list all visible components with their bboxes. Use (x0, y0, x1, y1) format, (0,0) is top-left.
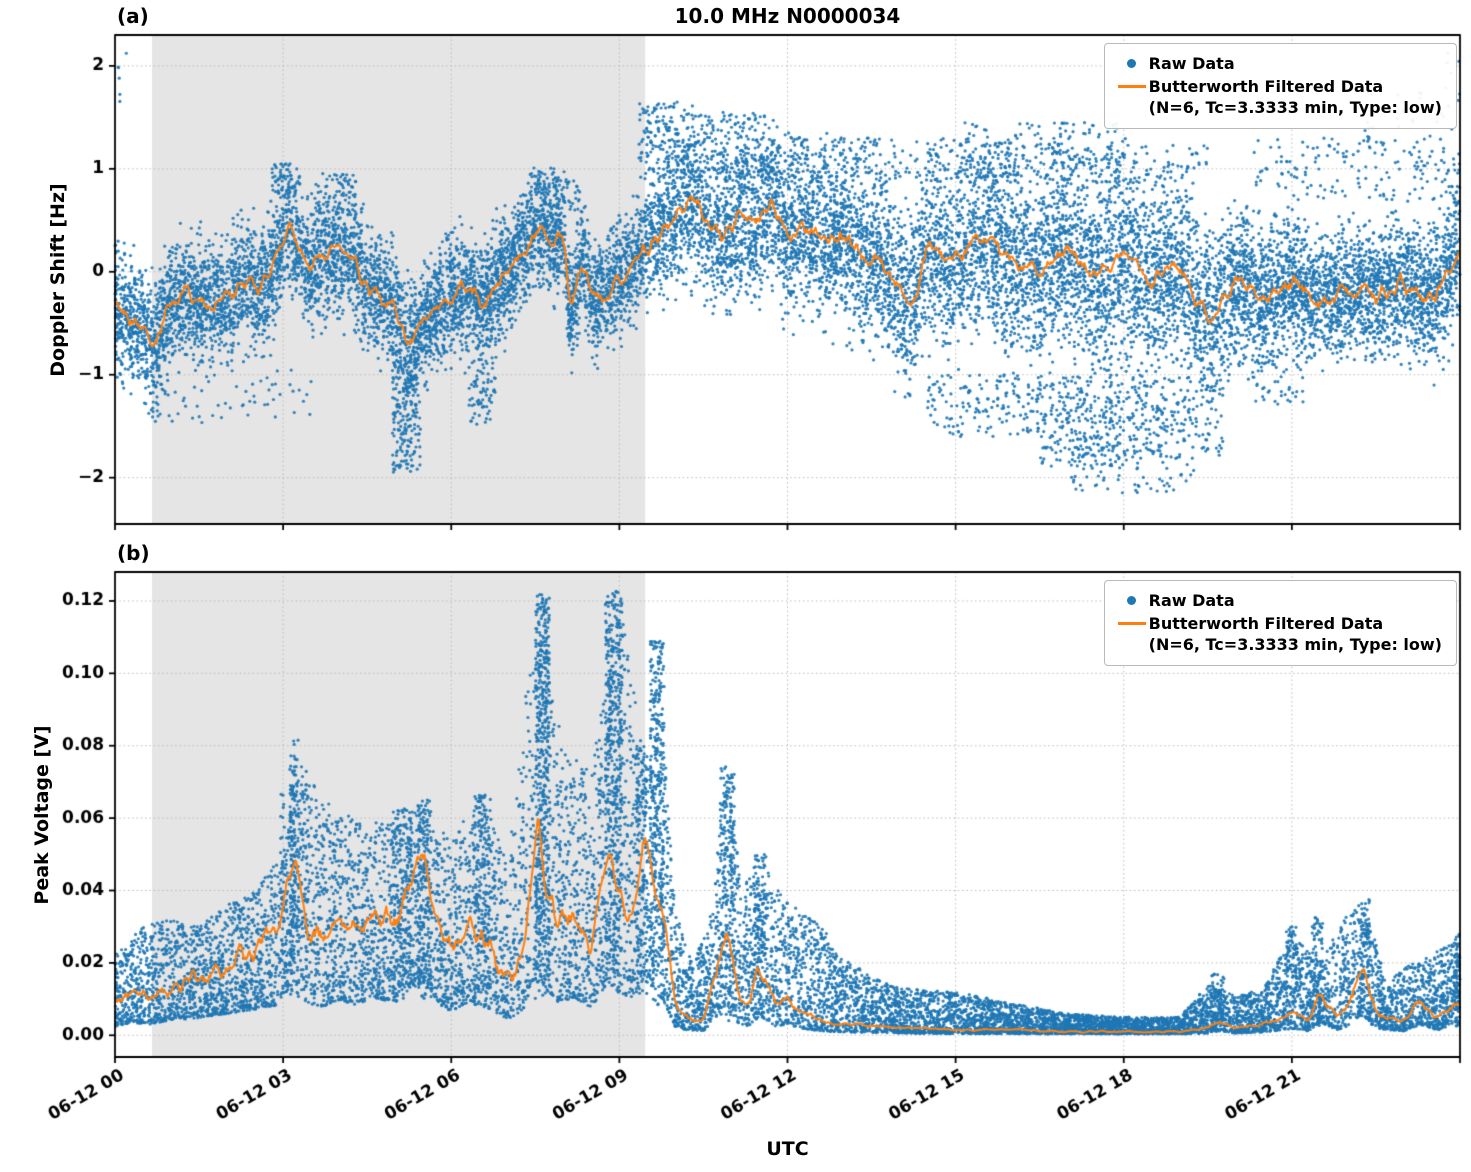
legend-filtered-params: (N=6, Tc=3.3333 min, Type: low) (1148, 635, 1442, 655)
raw-data-marker-icon (1115, 590, 1149, 605)
legend-filtered-params: (N=6, Tc=3.3333 min, Type: low) (1148, 98, 1442, 118)
legend-filtered-label: Butterworth Filtered Data (1148, 613, 1384, 633)
legend-filtered-label: Butterworth Filtered Data (1148, 76, 1384, 96)
legend-entry-raw: Raw Data (1115, 53, 1442, 75)
filtered-line-marker-icon (1115, 613, 1149, 625)
legend-raw-label: Raw Data (1148, 591, 1235, 610)
legend-entry-filtered: Butterworth Filtered Data (N=6, Tc=3.333… (1115, 76, 1442, 119)
legend-entry-filtered: Butterworth Filtered Data (N=6, Tc=3.333… (1115, 613, 1442, 656)
legend-raw-label: Raw Data (1148, 54, 1235, 73)
x-axis-label: UTC (766, 1138, 809, 1160)
legend-panel-a: Raw Data Butterworth Filtered Data (N=6,… (1103, 43, 1457, 129)
filtered-line-marker-icon (1115, 76, 1149, 88)
legend-entry-raw: Raw Data (1115, 590, 1442, 612)
raw-data-marker-icon (1115, 53, 1149, 68)
legend-panel-b: Raw Data Butterworth Filtered Data (N=6,… (1103, 580, 1457, 666)
